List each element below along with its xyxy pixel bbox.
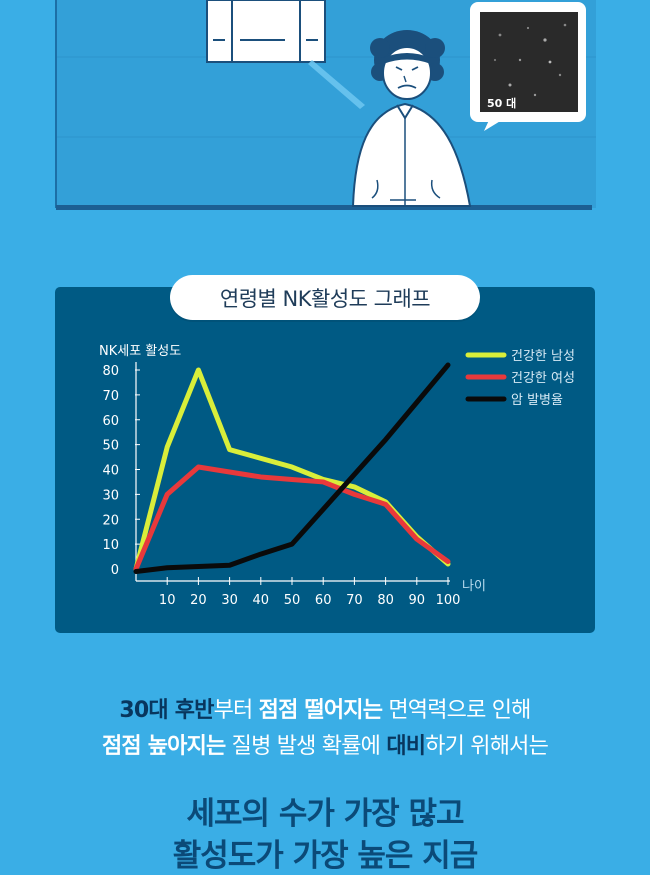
text-highlight: 30대 후반 [119, 698, 214, 723]
body-text-line-2: 점점 높아지는 질병 발생 확률에 대비하기 위해서는 [0, 728, 650, 760]
micro-label: 50 대 [487, 96, 516, 110]
legend-label-3: 암 발병율 [511, 393, 563, 408]
body-text-line-1: 30대 후반부터 점점 떨어지는 면역력으로 인해 [0, 692, 650, 724]
top-illustration: 50 대 [55, 0, 596, 210]
x-axis-label: 나이 [462, 579, 486, 594]
text-highlight: 점점 떨어지는 [258, 698, 383, 723]
headline-line-2: 활성도가 가장 높은 지금 [172, 838, 479, 874]
x-tick-label: 90 [409, 593, 426, 608]
x-tick-label: 40 [253, 593, 270, 608]
cabinet-illustration [206, 0, 326, 63]
series-line-2 [133, 464, 451, 572]
x-tick-label: 70 [346, 593, 363, 608]
series-line-3 [133, 362, 451, 574]
chart-title: 연령별 NK활성도 그래프 [219, 286, 431, 311]
headline-line-1: 세포의 수가 가장 많고 [186, 796, 464, 832]
y-tick-label: 0 [111, 563, 119, 578]
text-highlight: 대비 [386, 734, 426, 759]
text-normal: 부터 [213, 698, 259, 723]
x-tick-label: 80 [377, 593, 394, 608]
text-highlight: 점점 높아지는 [101, 734, 226, 759]
chart-axes: 0 10 20 30 40 50 60 70 80 10 20 30 40 50 60 70 80 90 100 [102, 362, 460, 608]
speech-bubble: 50 대 [470, 2, 586, 131]
y-tick-label: 50 [102, 439, 119, 454]
x-tick-label: 20 [190, 593, 207, 608]
line-chart: 0 10 20 30 40 50 60 70 80 10 20 30 40 50 60 70 80 90 100 건… [99, 344, 575, 608]
text-normal: 면역력으로 인해 [382, 698, 531, 723]
legend-label-1: 건강한 남성 [511, 349, 575, 364]
chart-card [55, 287, 595, 633]
y-tick-label: 70 [102, 389, 119, 404]
x-tick-label: 60 [315, 593, 332, 608]
y-tick-label: 10 [102, 538, 119, 553]
text-normal: 하기 위해서는 [425, 734, 549, 759]
y-tick-label: 80 [102, 364, 119, 379]
y-tick-label: 20 [102, 513, 119, 528]
x-tick-label: 30 [221, 593, 238, 608]
x-tick-label: 50 [284, 593, 301, 608]
x-tick-label: 10 [159, 593, 176, 608]
y-axis-label: NK세포 활성도 [99, 344, 181, 359]
y-tick-label: 30 [102, 488, 119, 503]
legend-label-2: 건강한 여성 [511, 371, 575, 386]
y-tick-label: 60 [102, 414, 119, 429]
chart-series [133, 362, 451, 574]
series-line-1 [133, 367, 451, 572]
x-tick-label: 100 [436, 593, 461, 608]
y-tick-label: 40 [102, 464, 119, 479]
chart-title-pill: 연령별 NK활성도 그래프 [170, 275, 480, 320]
text-normal: 질병 발생 확률에 [225, 734, 387, 759]
elderly-person-illustration [351, 30, 472, 207]
